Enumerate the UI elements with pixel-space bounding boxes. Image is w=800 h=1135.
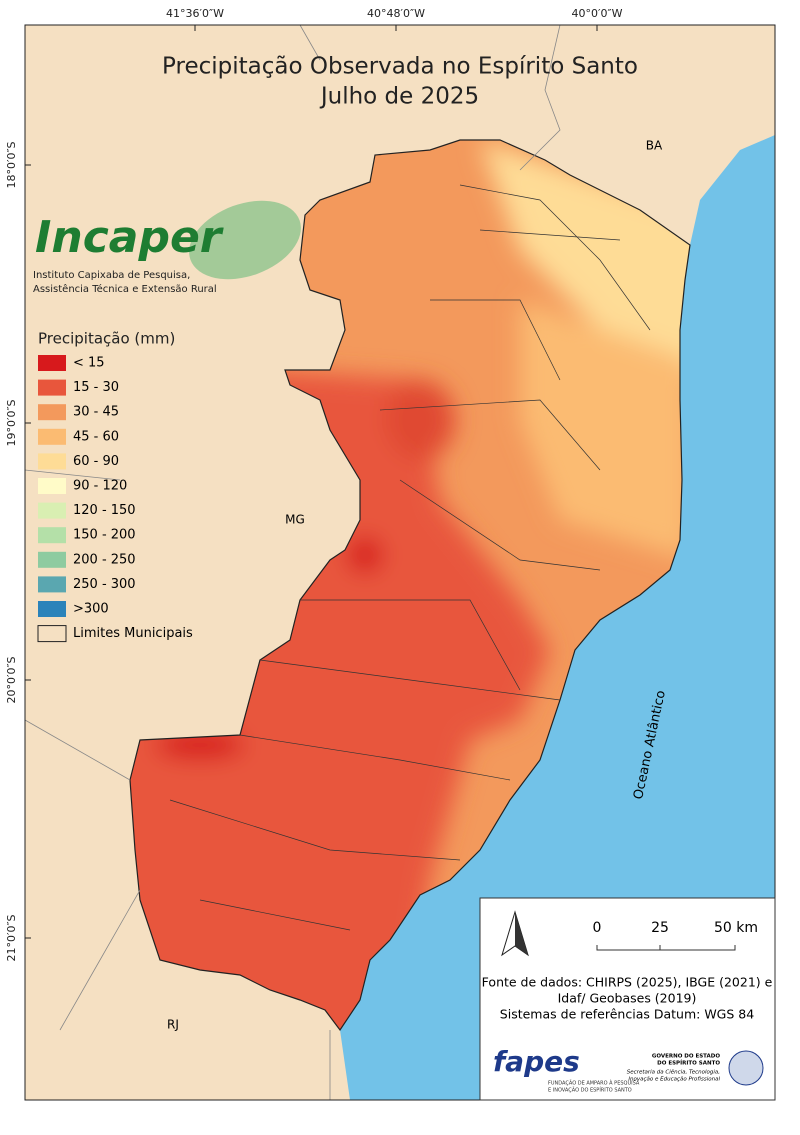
legend-label: >300 [73,602,109,617]
legend-title: Precipitação (mm) [38,330,175,348]
longitude-label: 40°0′0″W [572,7,623,20]
legend-label: 60 - 90 [73,454,119,469]
legend-swatch [38,355,66,371]
municipal-borders [169,184,651,931]
scale-label: 50 km [714,920,758,936]
legend-swatch [38,379,66,396]
legend-swatch [38,502,66,519]
legend-swatch [38,527,66,544]
latitude-label: 21°0′0″S [5,914,18,961]
region-label: MG [285,513,305,527]
raster-lt15 [385,380,455,460]
logo-leaf [189,200,301,280]
ocean [340,135,775,1100]
region-label: BA [646,139,663,153]
logo-subtitle: Assistência Técnica e Extensão Rural [33,283,217,295]
legend: < 15 15 - 30 30 - 45 45 - 60 60 - 90 90 - 120… [37,355,193,643]
legend-swatch [38,428,66,445]
title: Precipitação Observada no Espírito Santo [162,54,638,80]
secretaria-text: Inovação e Educação Profissional [628,1077,720,1083]
legend-label: 120 - 150 [73,503,136,518]
legend-swatch [37,625,67,643]
legend-swatch [38,404,66,421]
state-emblem [728,1050,764,1086]
legend-label: 150 - 200 [73,528,136,543]
coordinates: 41°36′0″W 40°48′0″W 40°0′0″W 18°0′0″S 19°0′0… [5,7,623,962]
gov-text: DO ESPÍRITO SANTO [657,1059,720,1067]
region-label: RJ [167,1018,179,1032]
gov-text: GOVERNO DO ESTADO [652,1054,721,1060]
raster-45-60 [520,300,690,560]
longitude-label: 41°36′0″W [166,7,224,20]
legend-label: 30 - 45 [73,405,119,420]
legend-label: < 15 [73,356,105,371]
legend-swatch [38,576,66,593]
source-text: Idaf/ Geobases (2019) [558,991,697,1006]
scale-label: 25 [651,920,669,936]
legend-label: Limites Municipais [73,626,193,641]
secretaria-text: Secretaria da Ciência, Tecnologia, [627,1069,720,1076]
legend-label: 200 - 250 [73,552,136,567]
legend-swatch [38,551,66,568]
latitude-label: 19°0′0″S [5,399,18,446]
footer-logos [481,1036,774,1099]
logo-subtitle: Instituto Capixaba de Pesquisa, [33,270,190,281]
latitude-label: 18°0′0″S [5,141,18,188]
longitude-label: 40°48′0″W [367,7,425,20]
legend-label: 15 - 30 [73,380,119,395]
latitude-label: 20°0′0″S [5,656,18,703]
legend-label: 90 - 120 [73,479,127,494]
source-text: Sistemas de referências Datum: WGS 84 [500,1007,754,1022]
legend-swatch [38,453,66,470]
raster-lt15 [347,537,383,573]
subtitle: Julho de 2025 [319,84,479,110]
municipal-lines [169,184,651,931]
legend-label: 250 - 300 [73,577,136,592]
map-frame [24,24,776,1101]
fapes-logo: fapes [493,1045,580,1078]
north-arrow-shade [515,912,528,955]
logo-name: Incaper [35,212,224,263]
scale-bar [596,945,736,951]
source-text: Fonte de dados: CHIRPS (2025), IBGE (202… [482,975,773,990]
fapes-sub: FUNDAÇÃO DE AMPARO À PESQUISA [548,1080,640,1087]
scale-label: 0 [593,920,602,936]
fapes-sub: E INOVAÇÃO DO ESPÍRITO SANTO [548,1087,632,1094]
legend-swatch [38,601,66,617]
legend-label: 45 - 60 [73,429,119,444]
legend-swatch [38,478,66,494]
state-lines [24,24,561,1100]
